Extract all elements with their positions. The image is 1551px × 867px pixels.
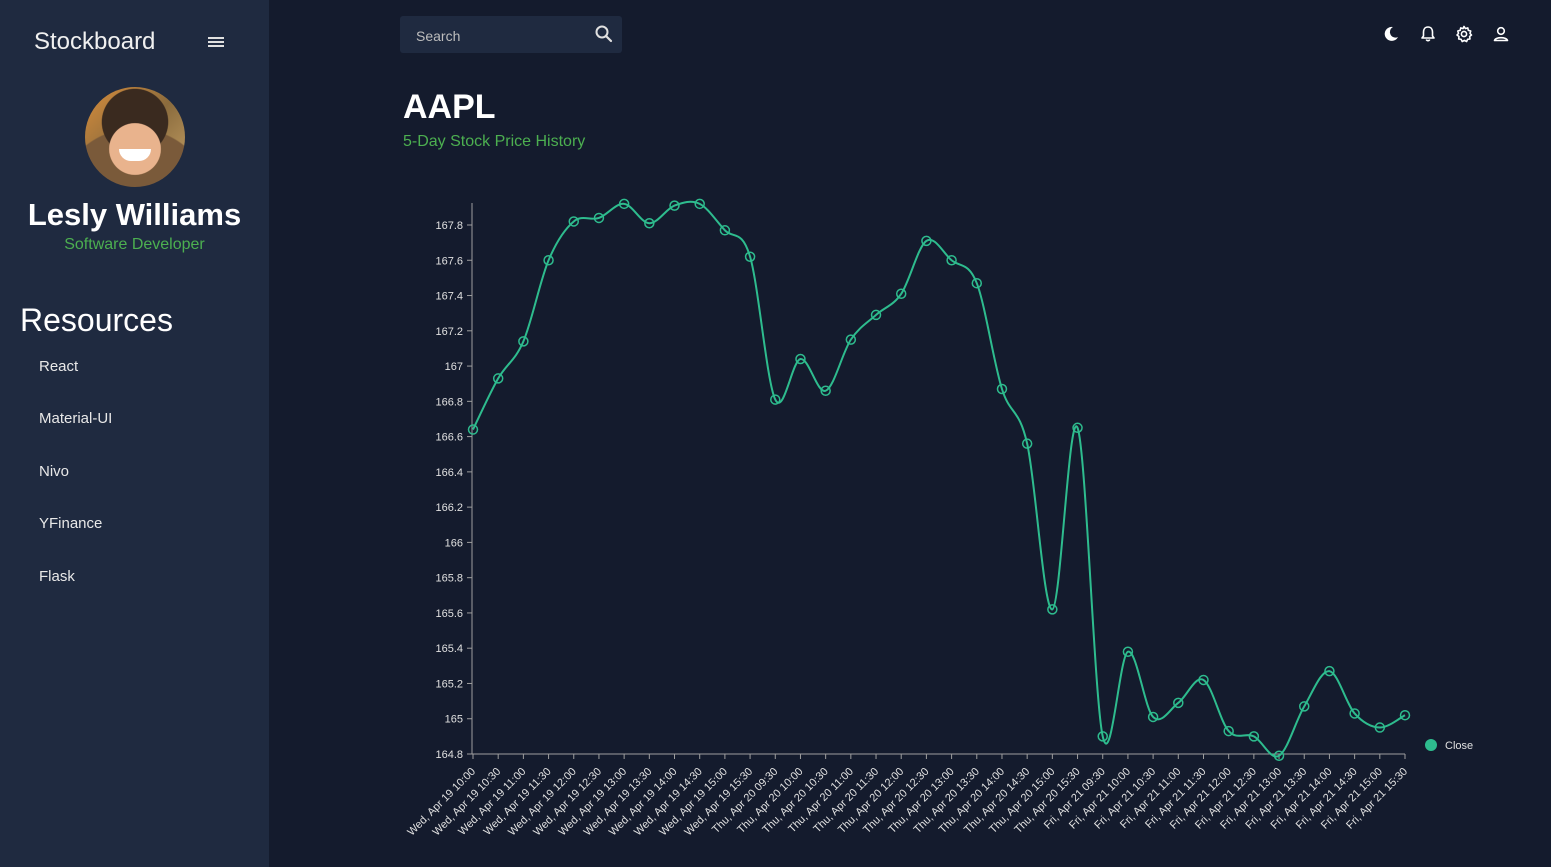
user-name: Lesly Williams	[27, 197, 242, 232]
page-title: AAPL	[403, 88, 496, 126]
data-point	[1248, 731, 1260, 742]
search-input[interactable]	[414, 16, 588, 55]
data-point	[593, 212, 605, 224]
data-point	[644, 217, 655, 229]
y-tick-label: 165	[445, 714, 463, 726]
y-tick-label: 165.6	[435, 608, 463, 620]
data-point	[719, 225, 731, 236]
notifications-icon[interactable]	[1418, 24, 1438, 44]
data-point	[467, 424, 479, 435]
data-point	[1122, 646, 1134, 657]
data-point	[1021, 438, 1033, 449]
sidebar-item-flask[interactable]: Flask	[39, 568, 75, 585]
data-point	[895, 288, 907, 300]
avatar	[85, 87, 185, 187]
data-point	[1399, 709, 1411, 721]
profile-icon[interactable]	[1491, 24, 1511, 44]
sidebar-item-react[interactable]: React	[39, 358, 79, 375]
data-point	[1147, 711, 1159, 723]
sidebar: Stockboard Lesly Williams Software Devel…	[0, 0, 269, 867]
data-point	[795, 353, 806, 365]
search-box	[400, 16, 622, 55]
avatar-smile	[119, 149, 151, 161]
data-point	[694, 198, 705, 210]
y-tick-label: 165.2	[435, 678, 463, 690]
data-point	[1173, 697, 1184, 709]
user-role: Software Developer	[64, 236, 205, 253]
data-point	[568, 216, 580, 227]
data-point	[845, 334, 857, 345]
y-tick-label: 166.8	[435, 396, 463, 408]
y-tick-label: 166	[445, 537, 463, 549]
legend-label-close: Close	[1445, 740, 1473, 752]
data-point	[971, 277, 983, 289]
data-point	[1047, 604, 1058, 615]
data-point	[921, 235, 932, 247]
y-tick-label: 167	[445, 361, 463, 373]
sidebar-item-yfinance[interactable]: YFinance	[39, 515, 103, 532]
resources-heading: Resources	[20, 302, 173, 338]
data-point	[744, 251, 756, 262]
sidebar-item-material-ui[interactable]: Material-UI	[39, 410, 113, 427]
data-point	[870, 309, 882, 321]
data-point	[770, 394, 781, 405]
data-point	[492, 373, 504, 384]
data-point	[543, 255, 554, 266]
brand-title: Stockboard	[34, 28, 156, 55]
y-tick-label: 167.4	[435, 291, 463, 303]
data-point	[1349, 708, 1360, 719]
menu-icon[interactable]	[206, 34, 226, 50]
data-point	[1072, 422, 1083, 434]
data-point	[518, 336, 529, 347]
dark-mode-icon[interactable]	[1381, 24, 1401, 44]
data-point	[1298, 701, 1310, 712]
y-tick-label: 166.2	[435, 502, 463, 514]
y-tick-label: 164.8	[435, 749, 463, 761]
series-line-close	[472, 200, 1406, 758]
data-point	[1097, 731, 1108, 742]
data-point	[1374, 722, 1386, 733]
data-point	[1324, 665, 1335, 677]
data-point	[946, 255, 957, 266]
data-point	[618, 198, 630, 210]
y-tick-label: 167.6	[435, 255, 463, 267]
page-subtitle: 5-Day Stock Price History	[403, 133, 586, 150]
sidebar-item-nivo[interactable]: Nivo	[39, 463, 70, 480]
data-point	[669, 200, 680, 211]
settings-icon[interactable]	[1454, 24, 1474, 44]
data-point	[820, 385, 831, 397]
y-tick-label: 165.8	[435, 573, 463, 585]
search-icon[interactable]	[594, 24, 614, 44]
y-tick-label: 166.4	[435, 467, 463, 479]
y-tick-label: 166.6	[435, 432, 463, 444]
data-point	[1198, 674, 1209, 686]
data-point	[1273, 750, 1285, 762]
legend-swatch-close	[1425, 739, 1437, 751]
data-point	[1223, 725, 1234, 737]
y-tick-label: 165.4	[435, 643, 463, 655]
y-tick-label: 167.2	[435, 326, 463, 338]
data-point	[996, 383, 1008, 395]
y-tick-label: 167.8	[435, 220, 463, 232]
